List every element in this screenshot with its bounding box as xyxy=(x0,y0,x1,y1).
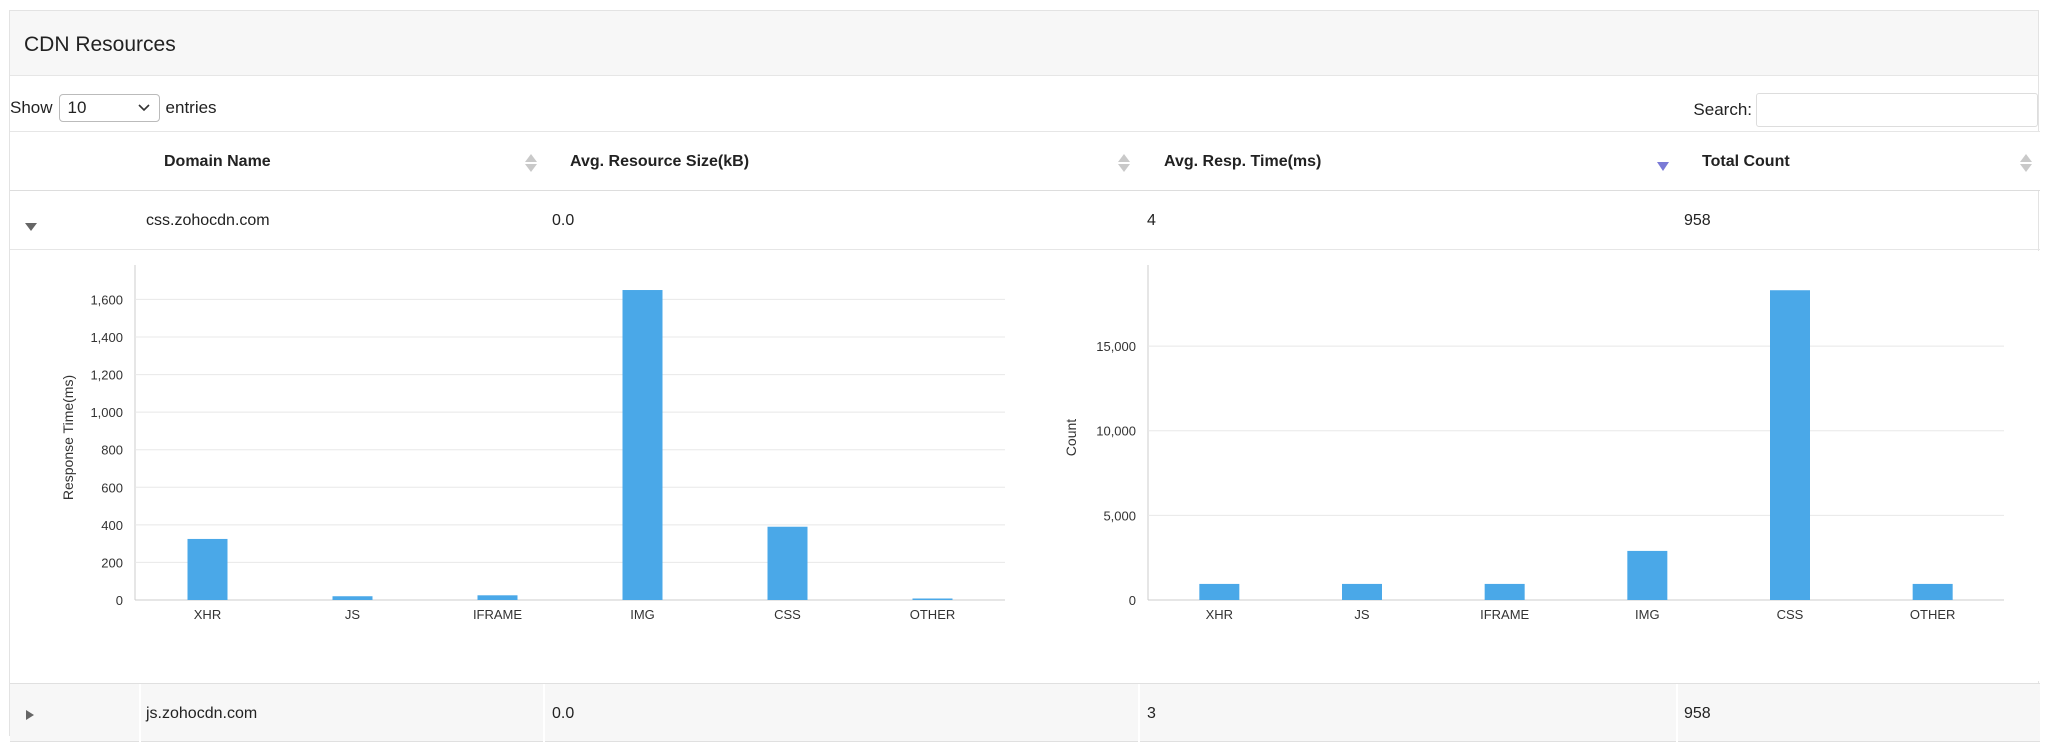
x-tick-label: OTHER xyxy=(1910,607,1956,622)
y-tick-label: 600 xyxy=(101,480,123,495)
bar-img[interactable] xyxy=(1627,550,1668,600)
table-row[interactable]: js.zohocdn.com 0.0 3 958 xyxy=(10,683,2040,743)
sort-icon[interactable] xyxy=(1116,132,1130,192)
y-tick-label: 0 xyxy=(1129,593,1136,608)
y-tick-label: 1,000 xyxy=(90,405,123,420)
y-tick-label: 1,400 xyxy=(90,330,123,345)
y-tick-label: 200 xyxy=(101,555,123,570)
y-tick-label: 1,200 xyxy=(90,368,123,383)
y-tick-label: 15,000 xyxy=(1096,339,1136,354)
bar-xhr[interactable] xyxy=(187,538,228,600)
entries-select[interactable]: 10 xyxy=(58,94,160,122)
domain-cell: js.zohocdn.com xyxy=(146,705,258,722)
x-tick-label: JS xyxy=(1354,607,1370,622)
x-tick-label: CSS xyxy=(1777,607,1804,622)
caret-right-icon xyxy=(26,710,34,720)
column-header-total-count[interactable]: Total Count xyxy=(1702,153,1790,170)
bar-iframe[interactable] xyxy=(477,595,518,600)
x-tick-label: IMG xyxy=(630,607,655,622)
x-tick-label: OTHER xyxy=(910,607,956,622)
y-axis-label: Count xyxy=(1063,419,1079,456)
chevron-down-icon xyxy=(137,99,151,122)
avg-resp-cell: 4 xyxy=(1147,212,1156,229)
bar-js[interactable] xyxy=(1342,583,1382,600)
entries-length-control: Show 10 entries xyxy=(10,94,217,122)
y-tick-label: 5,000 xyxy=(1103,508,1136,523)
avg-size-cell: 0.0 xyxy=(552,705,575,722)
cdn-resources-panel: CDN Resources Show 10 entries Search: Do… xyxy=(9,10,2040,743)
x-tick-label: XHR xyxy=(1206,607,1233,622)
column-header-avg-resp-time[interactable]: Avg. Resp. Time(ms) xyxy=(1164,153,1322,170)
y-tick-label: 0 xyxy=(116,593,123,608)
sort-icon[interactable] xyxy=(523,132,537,192)
sort-descending-icon[interactable] xyxy=(1655,132,1669,192)
total-count-cell: 958 xyxy=(1684,212,1711,229)
y-tick-label: 800 xyxy=(101,443,123,458)
show-label: Show xyxy=(10,98,53,117)
collapse-row-toggle[interactable] xyxy=(22,191,42,250)
sort-icon[interactable] xyxy=(2018,132,2032,192)
bar-other[interactable] xyxy=(1912,583,1953,600)
panel-title: CDN Resources xyxy=(24,33,176,56)
total-count-cell: 958 xyxy=(1684,705,1711,722)
domain-cell: css.zohocdn.com xyxy=(146,212,270,229)
bar-other[interactable] xyxy=(912,598,953,600)
bar-css[interactable] xyxy=(1770,290,1810,600)
expand-row-toggle[interactable] xyxy=(22,684,42,743)
avg-size-cell: 0.0 xyxy=(552,212,575,229)
table-header: Domain Name Avg. Resource Size(kB) Avg. … xyxy=(10,131,2040,191)
x-tick-label: XHR xyxy=(194,607,221,622)
x-tick-label: IFRAME xyxy=(1480,607,1529,622)
caret-down-icon xyxy=(25,223,37,231)
entries-select-value: 10 xyxy=(67,98,87,117)
x-tick-label: JS xyxy=(345,607,361,622)
x-tick-label: IMG xyxy=(1635,607,1660,622)
panel-header: CDN Resources xyxy=(10,11,2038,76)
bar-img[interactable] xyxy=(622,290,663,600)
avg-resp-cell: 3 xyxy=(1147,705,1156,722)
row-detail-charts: 0 200 400 600 800 1,000 1,200 1,400 1,600 Respons… xyxy=(10,251,2040,681)
search-input[interactable] xyxy=(1756,93,2038,127)
y-axis-label: Response Time(ms) xyxy=(60,375,76,500)
bar-css[interactable] xyxy=(767,526,808,600)
x-tick-label: CSS xyxy=(774,607,801,622)
search-label: Search: xyxy=(1693,100,1752,119)
bar-js[interactable] xyxy=(332,596,373,600)
x-tick-label: IFRAME xyxy=(473,607,522,622)
table-row[interactable]: css.zohocdn.com 0.0 4 958 xyxy=(10,191,2040,250)
column-header-domain-name[interactable]: Domain Name xyxy=(164,153,271,170)
y-tick-label: 1,600 xyxy=(90,292,123,307)
column-header-avg-resource-size[interactable]: Avg. Resource Size(kB) xyxy=(570,153,750,170)
y-tick-label: 10,000 xyxy=(1096,424,1136,439)
entries-label: entries xyxy=(165,98,217,117)
response-time-chart: 0 200 400 600 800 1,000 1,200 1,400 1,600 Respons… xyxy=(60,265,1005,622)
y-tick-label: 400 xyxy=(101,518,123,533)
bar-xhr[interactable] xyxy=(1199,583,1240,600)
bar-iframe[interactable] xyxy=(1484,583,1525,600)
search-control: Search: xyxy=(1693,93,2038,127)
count-chart: 0 5,000 10,000 15,000 Count XHR JS IFRAME IMG CSS… xyxy=(1063,265,2004,622)
